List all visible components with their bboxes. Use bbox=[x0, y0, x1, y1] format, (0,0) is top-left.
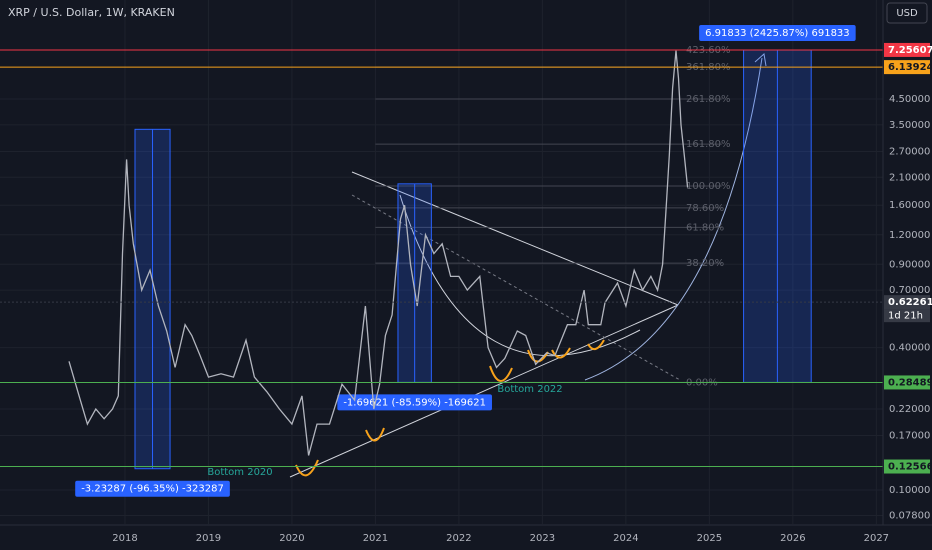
y-tick-label: 0.70000 bbox=[889, 285, 930, 296]
axes: 4.50000 3.50000 2.70000 2.10000 1.60000 1.200… bbox=[0, 42, 932, 544]
x-tick-label: 2024 bbox=[613, 533, 638, 544]
x-tick-label: 2026 bbox=[780, 533, 805, 544]
y-tick-label: 0.17000 bbox=[889, 430, 930, 441]
currency[interactable]: USD bbox=[896, 8, 918, 19]
chart-title: XRP / U.S. Dollar, 1W, KRAKEN bbox=[8, 6, 175, 19]
plot: 423.60%361.80%261.80%161.80%100.00%78.60… bbox=[0, 25, 883, 497]
bottom-marks bbox=[295, 339, 605, 477]
countdown-tag bbox=[884, 309, 930, 323]
y-tick-label: 0.22000 bbox=[889, 404, 930, 415]
price-tag-label: 6.13924 bbox=[888, 62, 932, 73]
price-line bbox=[68, 50, 689, 456]
price-tag-label: 0.28489 bbox=[888, 377, 932, 388]
y-tick-label: 0.40000 bbox=[889, 343, 930, 354]
price-tag bbox=[884, 459, 930, 474]
x-tick-label: 2019 bbox=[196, 533, 221, 544]
measure-label: -1.69621 (-85.59%) -169621 bbox=[343, 397, 486, 408]
x-tick-label: 2025 bbox=[697, 533, 722, 544]
trend-line bbox=[289, 304, 679, 478]
countdown: 1d 21h bbox=[888, 311, 923, 322]
y-tick-label: 1.60000 bbox=[889, 200, 930, 211]
fib-label: 78.60% bbox=[686, 203, 724, 214]
price-tag-label: 7.25607 bbox=[888, 45, 932, 56]
trend-line bbox=[351, 171, 679, 306]
price-tag bbox=[884, 42, 930, 57]
price-tag bbox=[884, 375, 930, 390]
price-tag bbox=[884, 60, 930, 75]
y-tick-label: 3.50000 bbox=[889, 120, 930, 131]
price-tag bbox=[884, 295, 930, 310]
x-tick-label: 2020 bbox=[279, 533, 304, 544]
x-tick-label: 2018 bbox=[112, 533, 137, 544]
y-tick-label: 4.50000 bbox=[889, 94, 930, 105]
measure-label-bg bbox=[699, 25, 856, 42]
price-tag-label: 0.12566 bbox=[888, 462, 932, 473]
x-tick-label: 2021 bbox=[363, 533, 388, 544]
y-tick-label: 0.07800 bbox=[889, 510, 930, 521]
fib-label: 261.80% bbox=[686, 94, 731, 105]
fib-label: 161.80% bbox=[686, 139, 731, 150]
measure-label-bg bbox=[75, 480, 230, 497]
x-tick-label: 2023 bbox=[530, 533, 555, 544]
x-tick-label: 2022 bbox=[446, 533, 471, 544]
annotation: Bottom 2022 bbox=[497, 384, 562, 395]
fib-label: 38.20% bbox=[686, 258, 724, 269]
fib-label: 423.60% bbox=[686, 45, 731, 56]
x-tick-label: 2027 bbox=[864, 533, 889, 544]
annotation: Bottom 2020 bbox=[207, 467, 272, 478]
y-tick-label: 2.10000 bbox=[889, 172, 930, 183]
y-tick-label: 0.90000 bbox=[889, 259, 930, 270]
projection-curve bbox=[584, 57, 763, 381]
drawings bbox=[289, 53, 767, 478]
arrow-head bbox=[754, 53, 767, 67]
price-axis bbox=[883, 0, 932, 550]
currency-button[interactable] bbox=[886, 2, 928, 24]
y-tick-label: 1.20000 bbox=[889, 230, 930, 241]
y-tick-label: 0.10000 bbox=[889, 485, 930, 496]
measure-label: 6.91833 (2425.87%) 691833 bbox=[705, 28, 850, 39]
y-tick-label: 2.70000 bbox=[889, 146, 930, 157]
price-tag-label: 0.62261 bbox=[888, 297, 932, 308]
measure-label: -3.23287 (-96.35%) -323287 bbox=[81, 484, 224, 495]
fib-label: 61.80% bbox=[686, 222, 724, 233]
fib-label: 100.00% bbox=[686, 181, 731, 192]
